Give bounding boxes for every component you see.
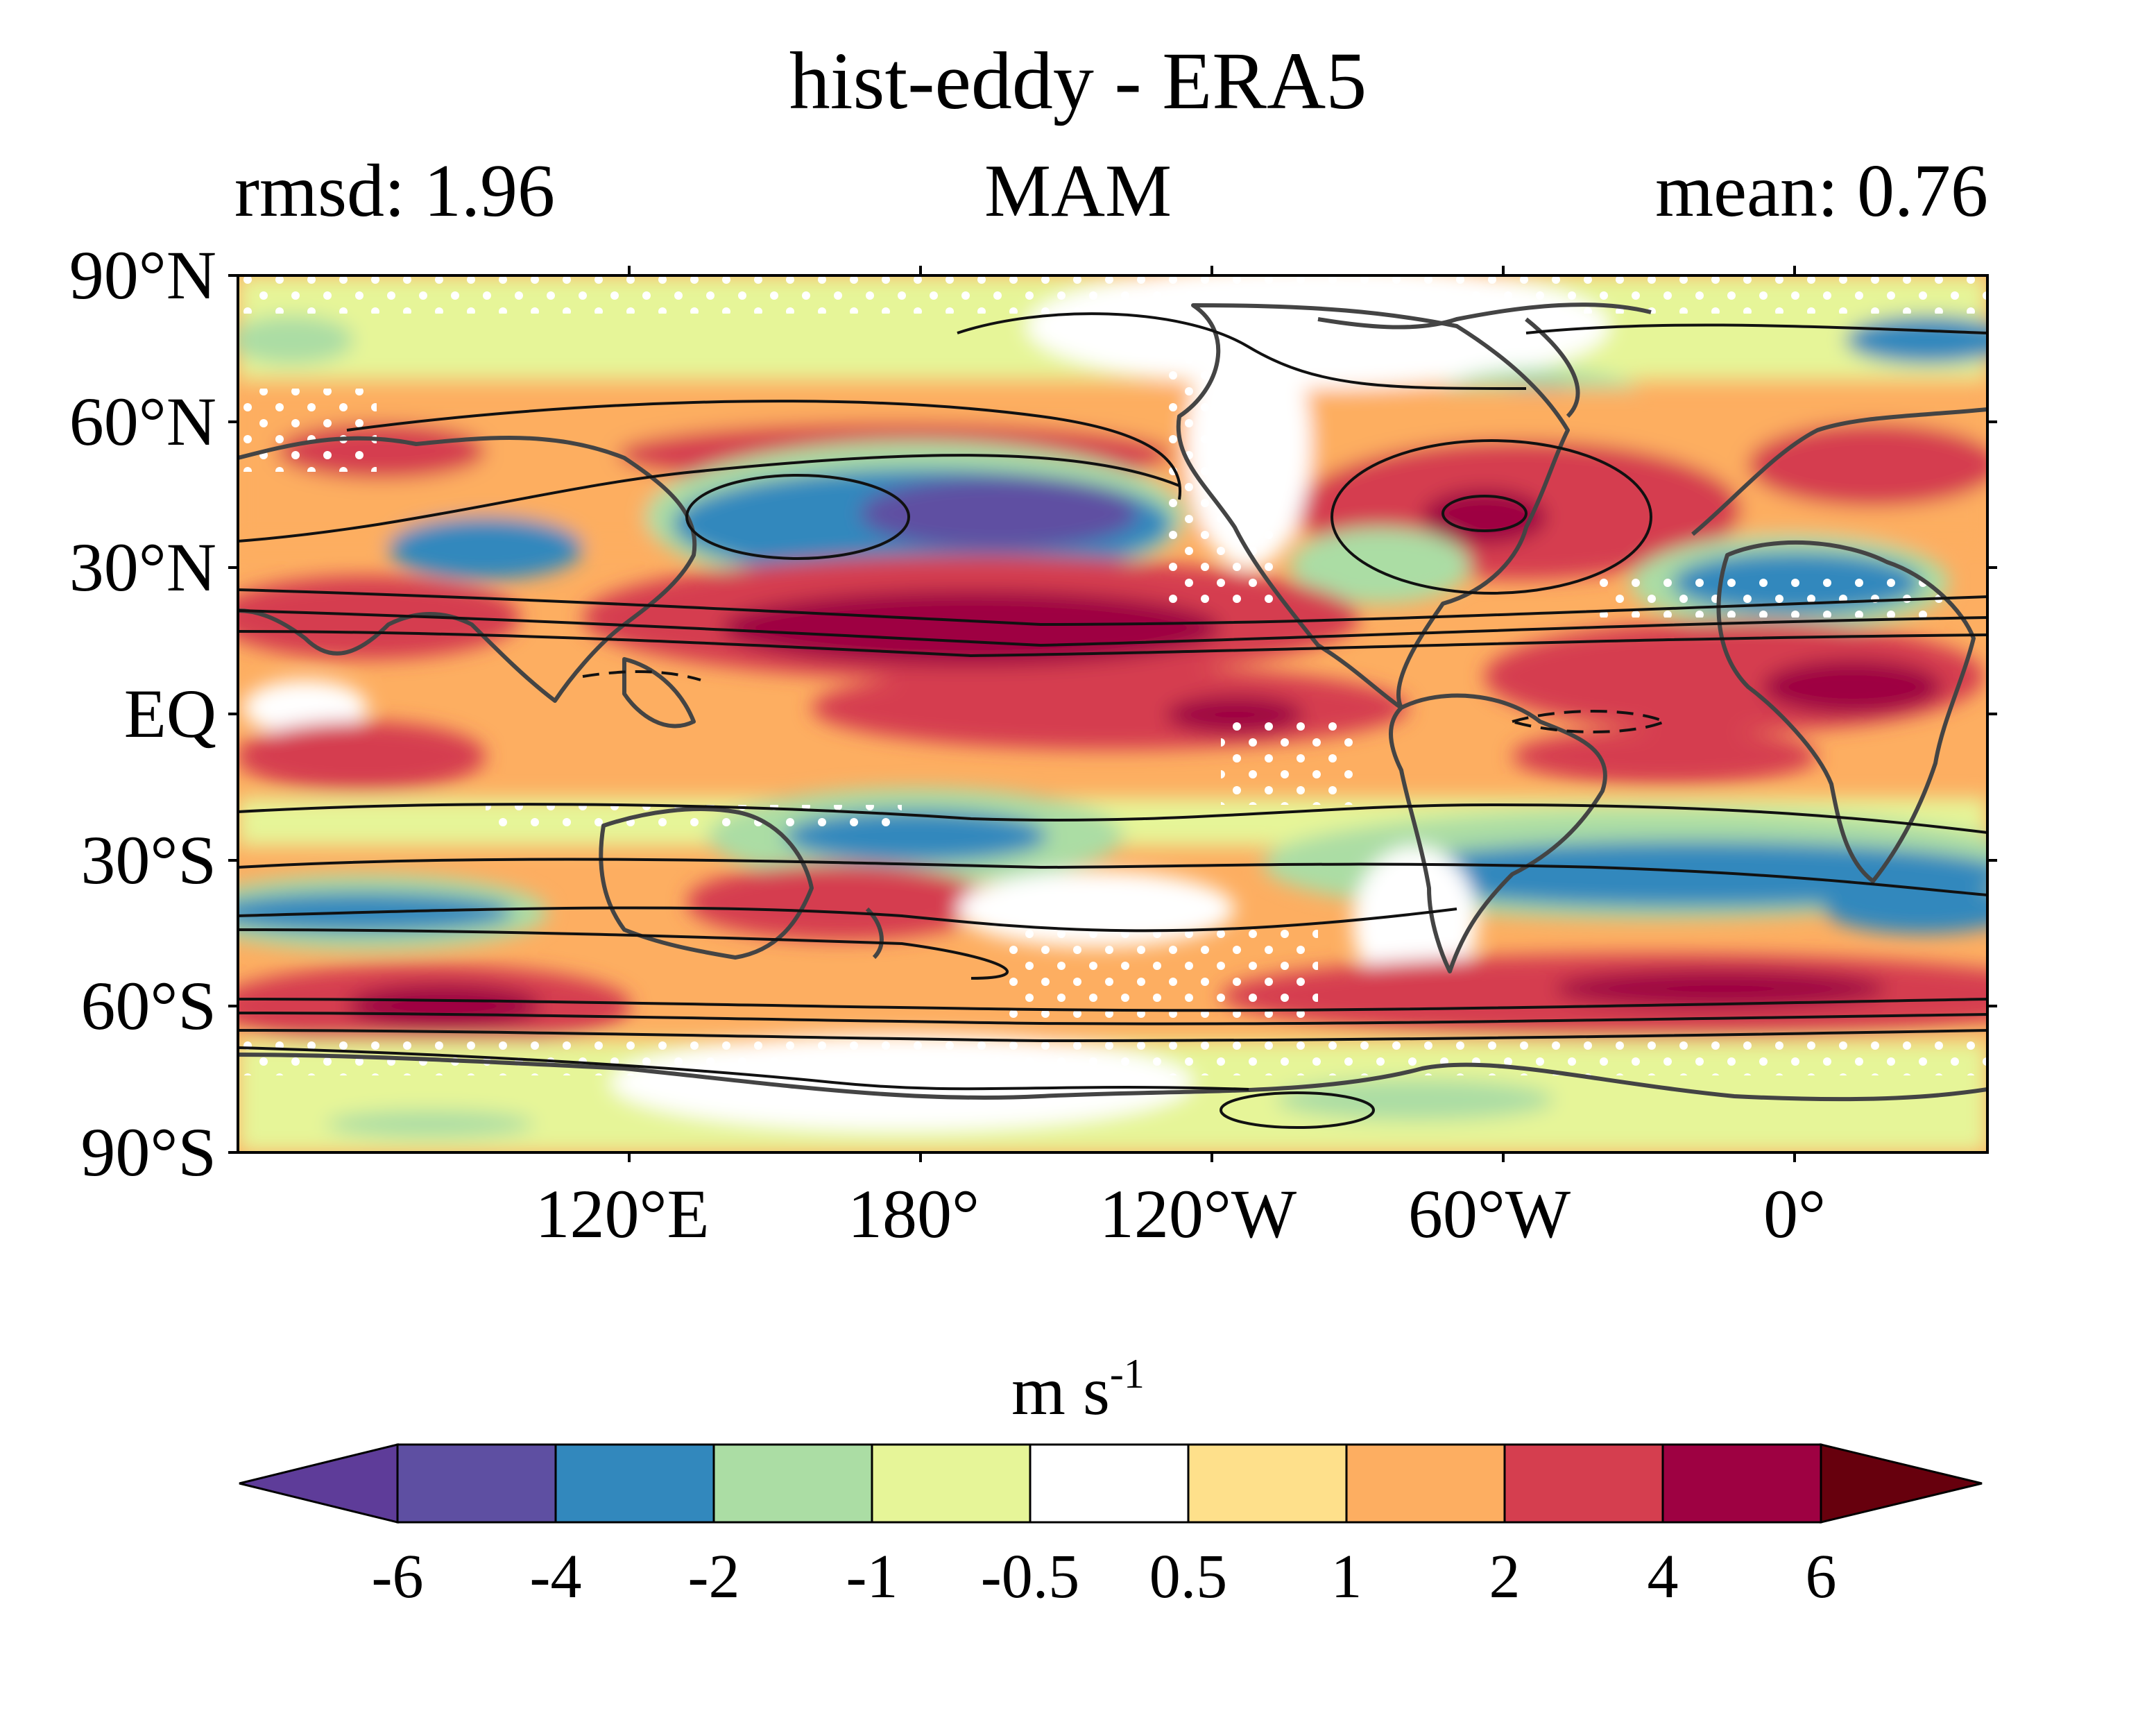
- colorbar-label-7: 1: [1331, 1542, 1362, 1611]
- tibet-blue: [388, 517, 583, 579]
- colorbar-swatch-8: [1503, 1443, 1664, 1524]
- contour-dashed-wpac: [582, 670, 701, 681]
- lon-label-120w: 120°W: [1099, 1175, 1297, 1252]
- contour-n-atlantic-jet: [1331, 439, 1652, 595]
- figure-title: hist-eddy - ERA5: [789, 35, 1367, 126]
- europe-red: [1748, 423, 1987, 506]
- contour-nh-subtrop-1: [238, 588, 1987, 627]
- colorbar-units: m s-1: [0, 1353, 2156, 1426]
- contour-nh-subtrop-3: [238, 630, 1987, 658]
- contour-nh-subtrop-2: [238, 609, 1987, 647]
- gulf-green: [1290, 527, 1471, 604]
- units-exponent: -1: [1109, 1351, 1145, 1397]
- mean-label: mean: 0.76: [1655, 150, 1988, 232]
- contour-n-pacific-jet: [238, 454, 1180, 543]
- colorbar-swatch-7: [1345, 1443, 1506, 1524]
- stipple-e-pacific: [1221, 722, 1360, 805]
- contour-so-3: [238, 1029, 1987, 1043]
- stipple-arctic: [238, 275, 1987, 314]
- s-atlantic-blue: [1374, 841, 1987, 908]
- contour-antarctic: [1220, 1091, 1375, 1129]
- lon-label-180: 180°: [848, 1175, 979, 1252]
- colorbar-swatch-9: [1661, 1443, 1822, 1524]
- colorbar-label-1: -6: [371, 1542, 424, 1611]
- maritime-continent-coast: [622, 657, 696, 729]
- stipple-w-america: [1165, 319, 1276, 611]
- colorbar-label-3: -2: [687, 1542, 740, 1611]
- coastlines: [238, 303, 1987, 1102]
- colorbar-label-5: -0.5: [980, 1542, 1080, 1611]
- contour-so-2: [238, 1012, 1987, 1025]
- greenland-coast: [1525, 317, 1580, 418]
- contour-arctic-2: [1525, 323, 1987, 334]
- stipple-s-pacific: [1006, 923, 1318, 1020]
- so-indian-darkred: [347, 984, 541, 1028]
- antarctic-green-west: [326, 1110, 534, 1138]
- contour-sh-jet: [238, 906, 1457, 933]
- subtrop-pacific-darkred: [721, 590, 1221, 666]
- contour-n-pacific-jet-core: [685, 474, 910, 560]
- units-text: m s: [1011, 1352, 1110, 1429]
- s-america-red: [1512, 729, 1817, 784]
- so-atlantic-darkred: [1554, 969, 1887, 1008]
- colorbar-label-10: 6: [1805, 1542, 1837, 1611]
- contour-so-1: [238, 998, 1987, 1012]
- colorbar-label-6: 0.5: [1149, 1542, 1228, 1611]
- contour-so-4: [238, 1046, 1249, 1091]
- lat-label-90s: 90°S: [80, 1114, 216, 1191]
- axis-ticks: [228, 266, 1997, 1162]
- contour-sh-subtrop-2: [238, 858, 1987, 896]
- climatology-contours: [238, 312, 1987, 1129]
- n-pacific-purple: [860, 477, 1138, 550]
- colorbar-label-4: -1: [846, 1542, 898, 1611]
- colorbar: [239, 1443, 1983, 1524]
- colorbar-swatch-6: [1187, 1443, 1348, 1524]
- antarctic-green: [1276, 1079, 1554, 1121]
- stipple-n-africa: [1595, 576, 1942, 618]
- lat-label-90n: 90°N: [69, 237, 216, 314]
- contour-sh-subtrop-1: [238, 803, 1987, 834]
- lon-label-120e: 120°E: [535, 1175, 710, 1252]
- arctic-islands-coast: [1317, 303, 1652, 330]
- lat-label-eq: EQ: [123, 675, 216, 752]
- colorbar-swatch-1: [396, 1443, 557, 1524]
- south-america-coast: [1389, 693, 1607, 973]
- aus-red: [687, 864, 992, 940]
- contour-arctic-1: [957, 312, 1527, 390]
- colorbar-swatch-5: [1029, 1443, 1190, 1524]
- lat-label-30s: 30°S: [80, 821, 216, 899]
- colorbar-swatch-2: [554, 1443, 715, 1524]
- arctic-green-west: [238, 316, 354, 364]
- map-plot-area: [238, 275, 1987, 1152]
- contour-n-pacific-outer: [346, 400, 1182, 500]
- contour-sh-jet-2: [238, 928, 1009, 980]
- s-indian-red: [238, 722, 486, 791]
- colorbar-swatch-3: [712, 1443, 873, 1524]
- lat-label-60s: 60°S: [80, 967, 216, 1044]
- contour-n-atlantic-core: [1441, 495, 1528, 532]
- colorbar-swatch-4: [871, 1443, 1032, 1524]
- antarctica-coast: [238, 1053, 1987, 1102]
- rmsd-label: rmsd: 1.96: [234, 150, 556, 232]
- s-atlantic-blue-east: [1824, 885, 1987, 933]
- lat-label-30n: 30°N: [69, 529, 216, 606]
- eq-africa-darkred: [1762, 659, 1942, 715]
- colorbar-label-2: -4: [529, 1542, 582, 1611]
- colorbar-label-8: 2: [1489, 1542, 1521, 1611]
- europe-coast: [1691, 407, 1987, 536]
- colorbar-over-triangle: [1820, 1443, 1983, 1524]
- season-label: MAM: [984, 150, 1172, 232]
- colorbar-label-9: 4: [1647, 1542, 1679, 1611]
- lon-label-60w: 60°W: [1408, 1175, 1571, 1252]
- indian-ocean-white: [243, 680, 368, 735]
- north-america-coast: [1176, 303, 1570, 710]
- lon-label-0: 0°: [1763, 1175, 1826, 1252]
- australia-coast: [599, 807, 814, 960]
- lat-label-60n: 60°N: [69, 383, 216, 460]
- colorbar-under-triangle: [239, 1443, 399, 1524]
- africa-coast: [1716, 540, 1976, 883]
- anomaly-field: [238, 275, 1987, 1152]
